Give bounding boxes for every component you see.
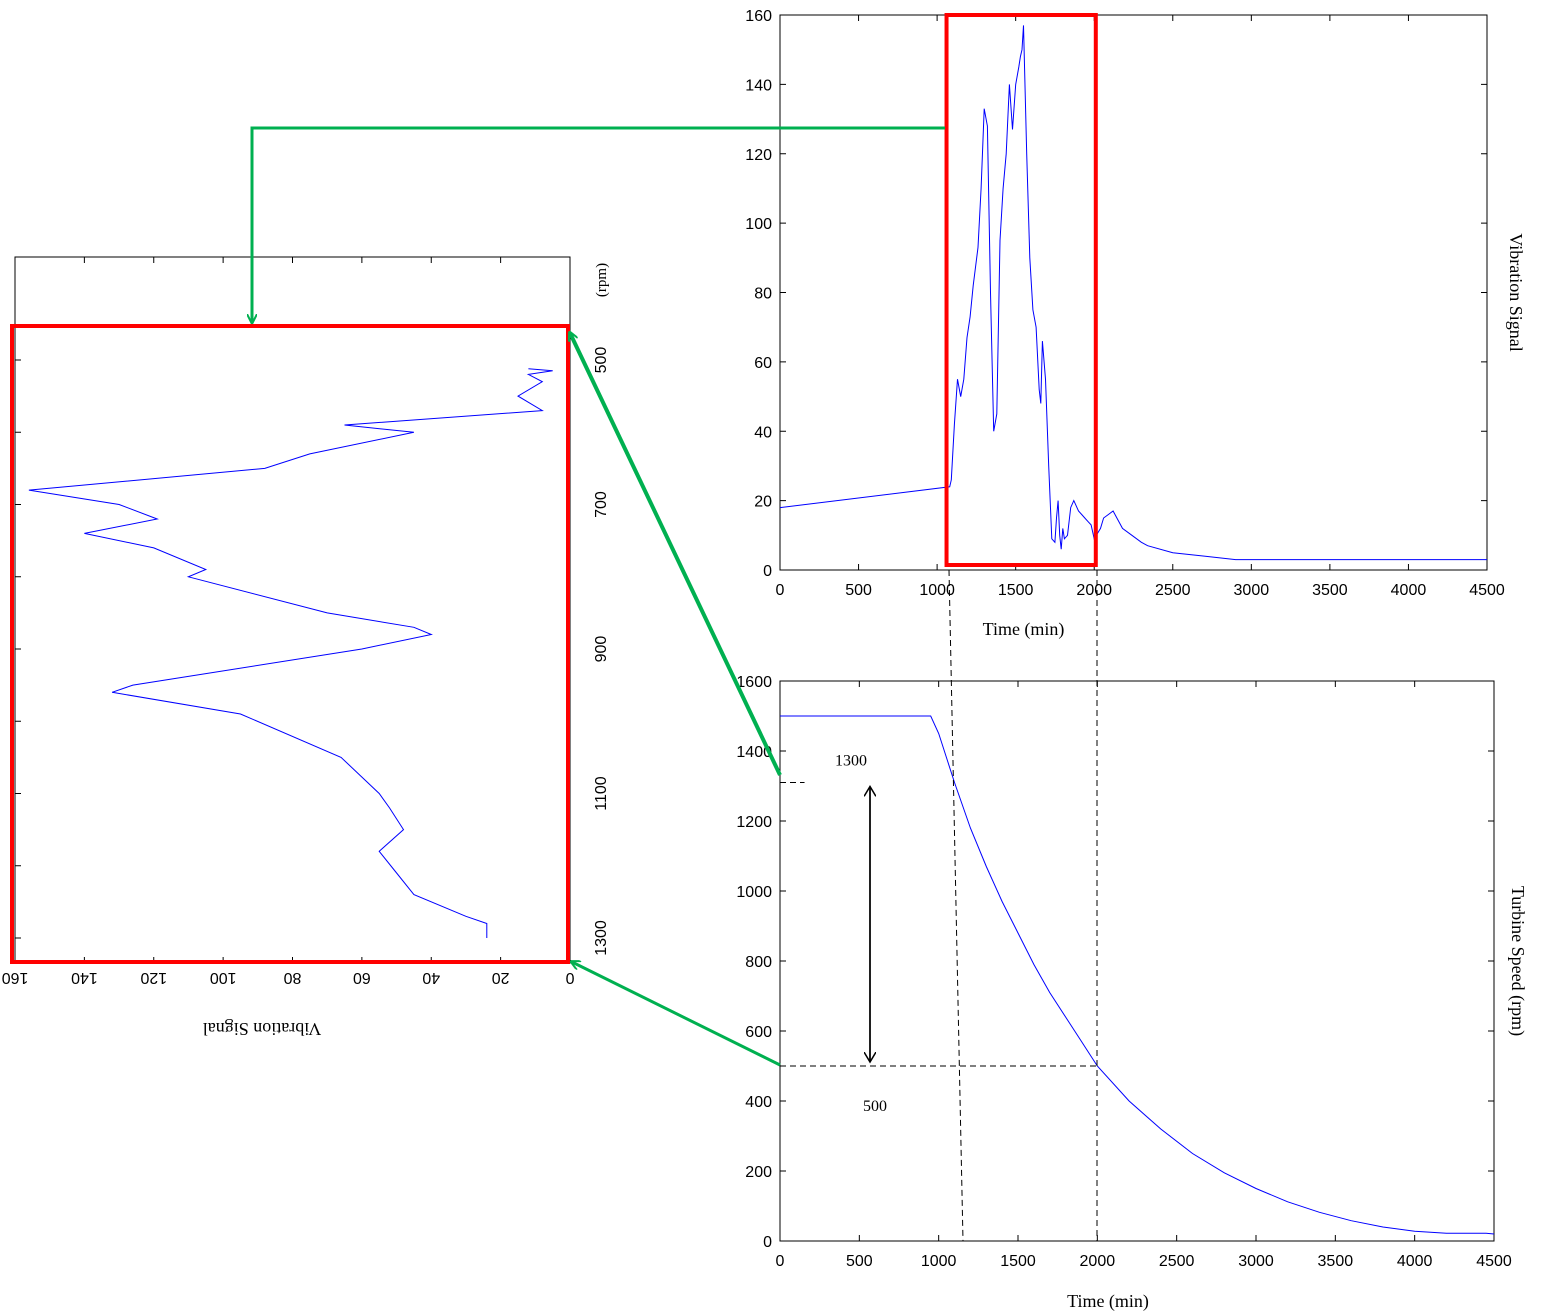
x-tick-label: 1000 — [919, 582, 955, 599]
y-tick-label: 1000 — [736, 884, 772, 901]
y-tick-label: 160 — [745, 8, 772, 25]
annotation-overlay — [252, 126, 1098, 1242]
start-time-guide — [948, 569, 964, 1242]
x-axis-label: Time (min) — [983, 619, 1065, 640]
x-tick-label: 1500 — [1000, 1253, 1036, 1270]
x-tick-label: 160 — [2, 969, 29, 986]
x-tick-label: 4000 — [1397, 1253, 1433, 1270]
green-connector-lower — [572, 962, 781, 1067]
x-tick-label: 1500 — [998, 582, 1034, 599]
y-tick-label: 0 — [763, 1234, 772, 1251]
y-tick-label: 700 — [593, 491, 610, 518]
y-tick-label: 600 — [745, 1024, 772, 1041]
x-tick-label: 100 — [210, 969, 237, 986]
y-tick-label: 1300 — [593, 920, 610, 956]
rotated-vibration-speed-chart: 0 20 40 60 80 100 120 140 160 500 700 900 1100 1300 (r… — [2, 256, 610, 1039]
x-tick-label: 0 — [776, 582, 785, 599]
upper-speed-annotation: 1300 — [835, 753, 867, 770]
y-axis-label: Vibration Signal — [1506, 233, 1526, 351]
x-tick-label: 3000 — [1234, 582, 1270, 599]
x-tick-label: 3500 — [1318, 1253, 1354, 1270]
x-tick-label: 4000 — [1391, 582, 1427, 599]
green-connector-upper — [570, 333, 782, 776]
highlight-box — [944, 13, 1098, 567]
y-tick-label: 60 — [754, 355, 772, 372]
y-tick-label: 1600 — [736, 674, 772, 691]
y-tick-label: 1100 — [593, 776, 610, 811]
y-tick-label: 40 — [754, 424, 772, 441]
x-tick-label: 500 — [845, 582, 872, 599]
x-tick-label: 60 — [353, 969, 371, 986]
x-tick-label: 2000 — [1076, 582, 1112, 599]
x-tick-label: 20 — [492, 969, 510, 986]
turbine-speed-chart: 0 500 1000 1500 2000 2500 3000 3500 4000 4500 0 200… — [736, 674, 1528, 1312]
y-tick-label: 120 — [745, 147, 772, 164]
x-tick-label: 4500 — [1476, 1253, 1512, 1270]
lower-speed-annotation: 500 — [863, 1098, 887, 1115]
plot-frame — [14, 256, 571, 964]
x-axis-label: Vibration Signal — [203, 1019, 321, 1039]
x-tick-label: 0 — [776, 1253, 785, 1270]
y-tick-label: 800 — [745, 954, 772, 971]
x-tick-label: 40 — [422, 969, 440, 986]
y-axis-label: (rpm) — [594, 263, 610, 297]
x-tick-label: 4500 — [1469, 582, 1505, 599]
plot-frame — [779, 14, 1488, 571]
y-axis-label: Turbine Speed (rpm) — [1507, 886, 1528, 1036]
y-tick-label: 1200 — [736, 814, 772, 831]
y-tick-label: 140 — [745, 77, 772, 94]
x-tick-label: 140 — [71, 969, 98, 986]
x-tick-label: 3000 — [1238, 1253, 1274, 1270]
y-tick-label: 20 — [754, 494, 772, 511]
highlight-box — [10, 324, 570, 964]
x-tick-label: 0 — [565, 969, 574, 986]
y-tick-label: 500 — [593, 347, 610, 374]
y-tick-label: 900 — [593, 636, 610, 663]
plot-frame — [779, 680, 1495, 1242]
y-tick-label: 80 — [754, 286, 772, 303]
x-tick-label: 120 — [140, 969, 167, 986]
x-tick-label: 2500 — [1155, 582, 1191, 599]
x-tick-label: 2500 — [1159, 1253, 1195, 1270]
speed-series-line — [780, 715, 1495, 1235]
y-tick-label: 200 — [745, 1164, 772, 1181]
y-tick-label: 0 — [763, 563, 772, 580]
x-axis-label: Time (min) — [1067, 1291, 1149, 1312]
y-tick-label: 1400 — [736, 744, 772, 761]
x-tick-label: 80 — [284, 969, 302, 986]
green-connector-top — [252, 126, 945, 322]
x-tick-label: 1000 — [921, 1253, 957, 1270]
vibration-time-chart: 0 500 1000 1500 2000 2500 3000 3500 4000 4500 0 20 4… — [745, 8, 1526, 640]
x-tick-label: 2000 — [1080, 1253, 1116, 1270]
x-tick-label: 500 — [846, 1253, 873, 1270]
vibration-speed-series-line — [28, 368, 553, 938]
y-tick-label: 400 — [745, 1094, 772, 1111]
vibration-series-line — [779, 25, 1487, 561]
y-tick-label: 100 — [745, 216, 772, 233]
x-tick-label: 3500 — [1312, 582, 1348, 599]
